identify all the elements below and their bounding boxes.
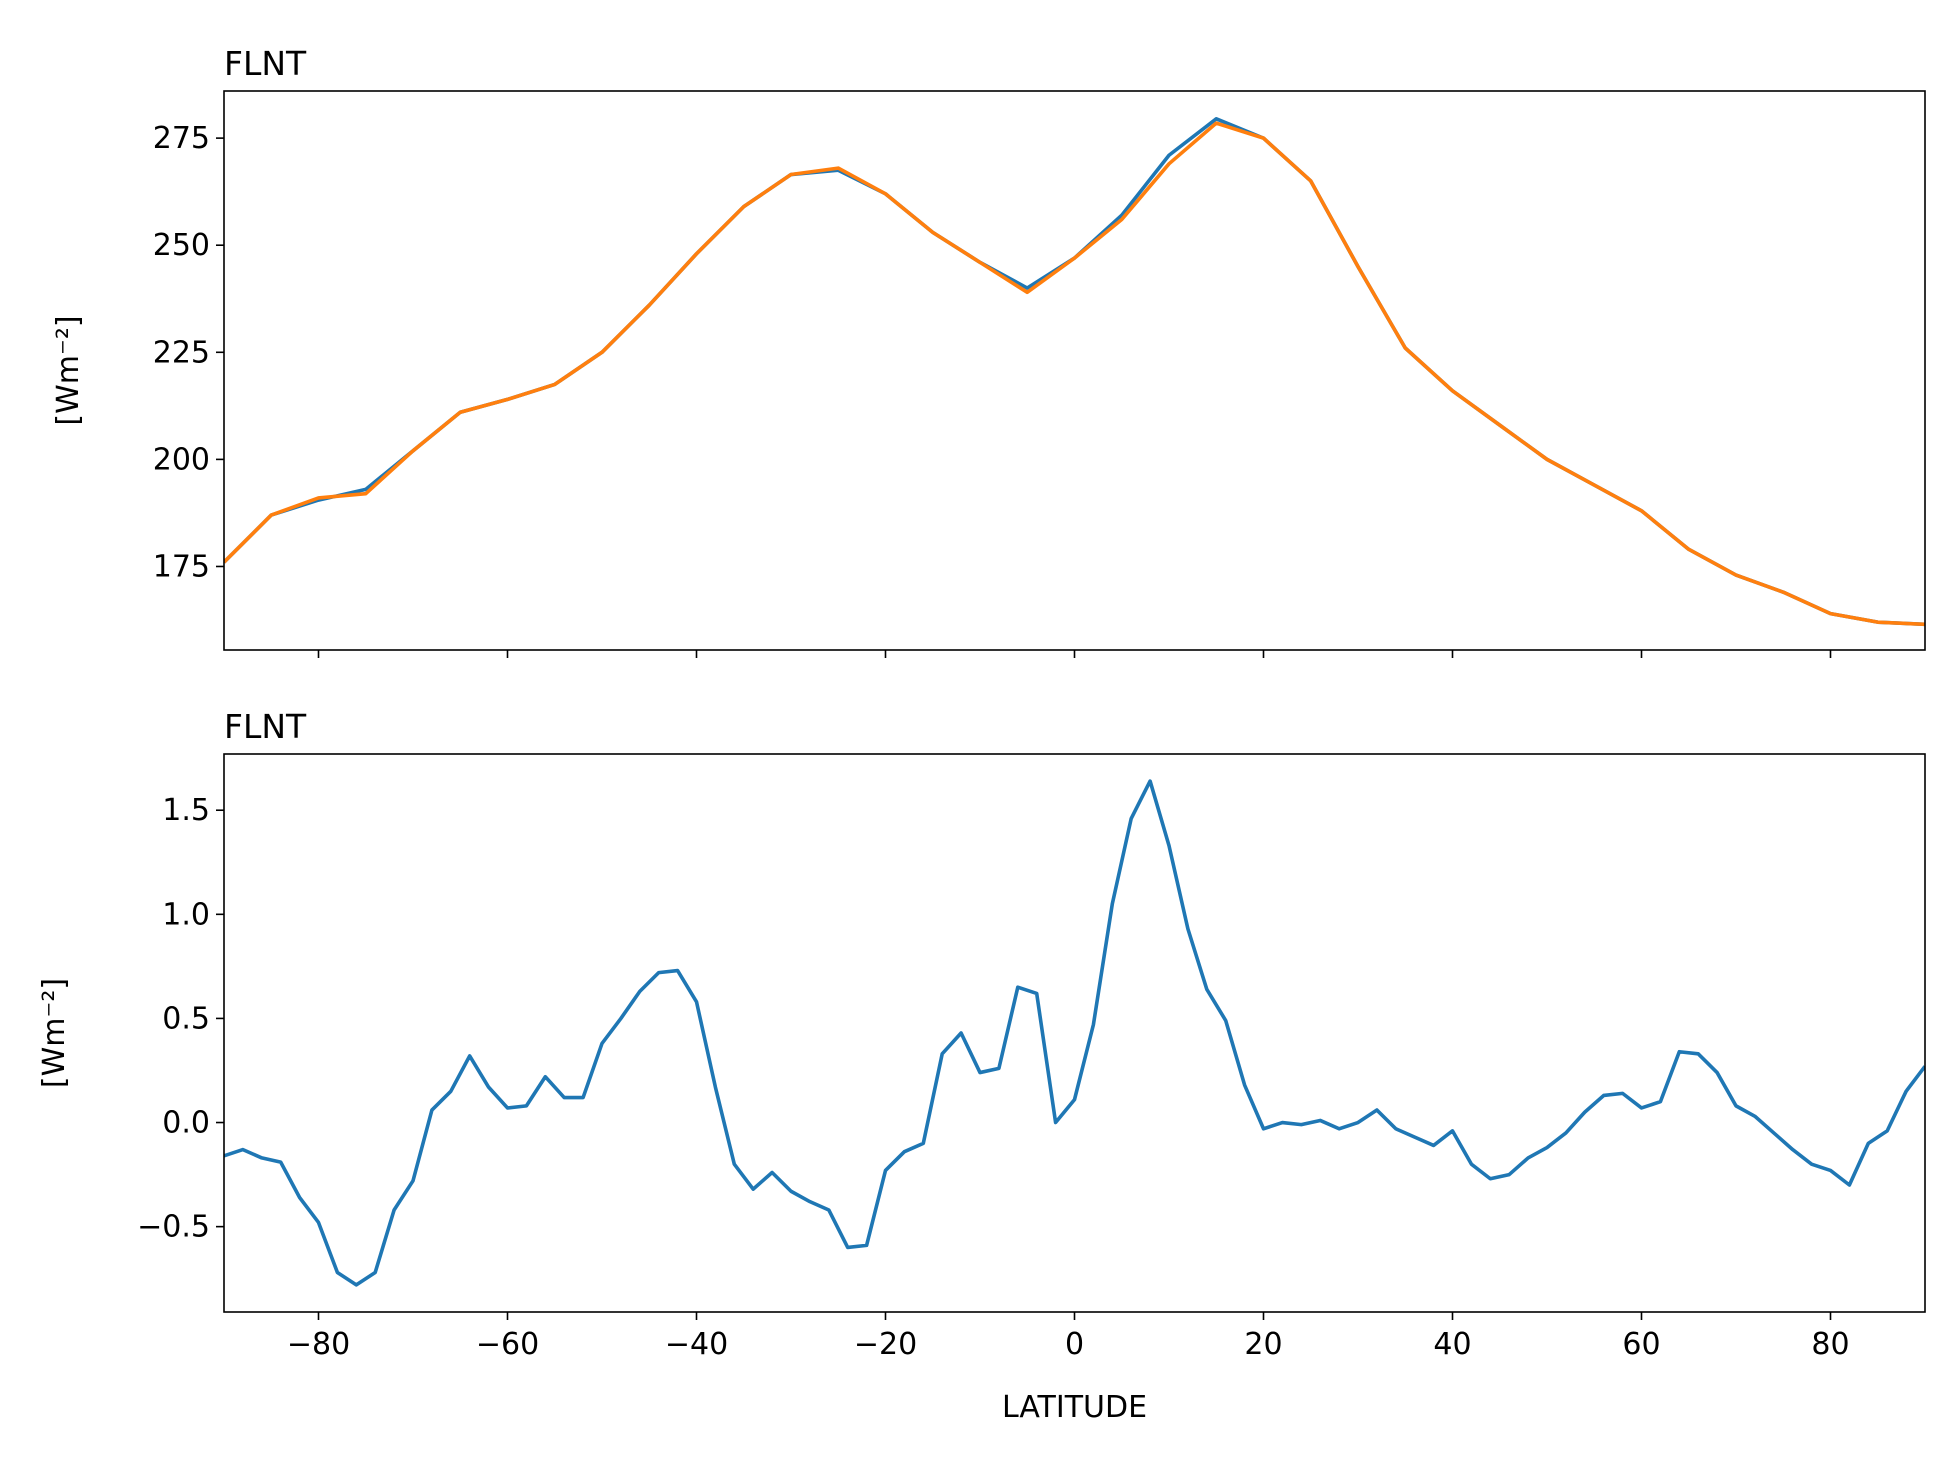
y-tick-label: 1.5 xyxy=(162,793,210,828)
x-tick-label: −80 xyxy=(287,1327,350,1362)
plot-frame xyxy=(223,90,1926,651)
x-tick-label: 0 xyxy=(1065,1327,1084,1362)
y-tick-label: 0.0 xyxy=(162,1106,210,1141)
x-tick-label: −60 xyxy=(476,1327,539,1362)
y-axis-label: [Wm⁻²] xyxy=(37,978,72,1088)
data-line xyxy=(224,779,1925,1287)
y-tick-label: 1.0 xyxy=(162,897,210,932)
y-tick-label: 250 xyxy=(153,228,210,263)
data-line xyxy=(224,121,1925,627)
y-tick-label: 175 xyxy=(153,549,210,584)
y-tick-label: 200 xyxy=(153,442,210,477)
x-tick-label: 60 xyxy=(1622,1327,1660,1362)
y-axis-label: [Wm⁻²] xyxy=(51,315,86,425)
y-tick-label: 275 xyxy=(153,121,210,156)
y-tick-label: −0.5 xyxy=(137,1210,210,1245)
plot-frame xyxy=(223,753,1926,1313)
x-tick-label: 40 xyxy=(1433,1327,1471,1362)
chart-title: FLNT xyxy=(224,44,307,83)
x-tick-label: −20 xyxy=(854,1327,917,1362)
chart-title: FLNT xyxy=(224,707,307,746)
y-tick-label: 225 xyxy=(153,335,210,370)
y-tick-label: 0.5 xyxy=(162,1001,210,1036)
x-tick-label: 20 xyxy=(1244,1327,1282,1362)
x-axis-label: LATITUDE xyxy=(1002,1390,1147,1425)
x-tick-label: −40 xyxy=(665,1327,728,1362)
data-line xyxy=(224,117,1925,627)
x-tick-label: 80 xyxy=(1811,1327,1849,1362)
